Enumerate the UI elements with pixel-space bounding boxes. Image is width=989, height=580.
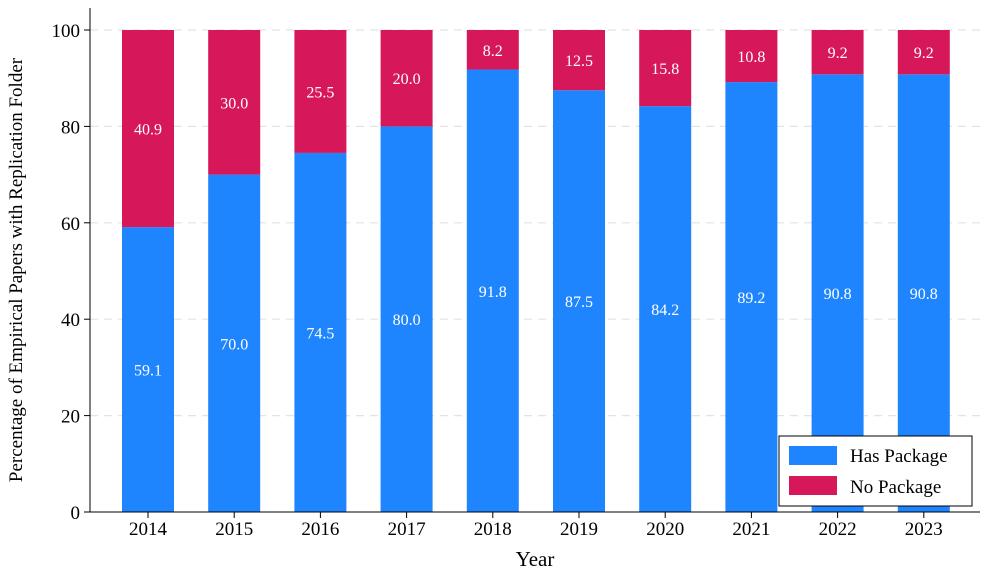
bar-value-label: 15.8 <box>651 61 679 78</box>
y-tick-label: 20 <box>61 407 80 428</box>
bar-no-package-2022 <box>811 30 864 75</box>
bar-value-labels: 59.1 40.9 70.0 30.0 74.5 25.5 80.0 20.0 91.8 8.2 8… <box>134 43 938 380</box>
bar-has-package-2018 <box>466 69 519 513</box>
bar-no-package-2023 <box>897 30 950 75</box>
bar-has-package-2015 <box>208 174 261 512</box>
y-tick-label: 60 <box>61 214 80 235</box>
bar-no-package-2014 <box>122 30 174 228</box>
bar-value-label: 9.2 <box>914 45 934 62</box>
x-tick-label: 2021 <box>732 519 770 540</box>
bar-value-label: 84.2 <box>651 302 679 319</box>
x-tick-label: 2014 <box>129 519 168 540</box>
x-tick-label: 2022 <box>819 519 857 540</box>
x-tick-label: 2020 <box>646 519 684 540</box>
bar-no-package-2015 <box>208 30 261 175</box>
bar-value-label: 74.5 <box>306 325 334 342</box>
bar-value-label: 89.2 <box>737 290 765 307</box>
legend: Has Package No Package <box>778 435 973 507</box>
bars <box>122 30 950 513</box>
bar-value-label: 30.0 <box>220 95 248 112</box>
x-tick-label: 2017 <box>388 519 426 540</box>
bar-value-label: 91.8 <box>479 284 507 301</box>
bar-has-package-2019 <box>553 90 605 512</box>
x-axis-label: Year <box>516 547 555 571</box>
bar-value-label: 8.2 <box>483 43 503 60</box>
bar-no-package-2020 <box>639 30 692 107</box>
legend-label-has-package: Has Package <box>850 446 948 467</box>
bar-value-label: 25.5 <box>306 84 334 101</box>
bar-no-package-2017 <box>380 30 433 127</box>
x-tick-label: 2019 <box>560 519 598 540</box>
bar-has-package-2020 <box>639 106 692 512</box>
x-tick-label: 2016 <box>301 519 339 540</box>
bar-no-package-2019 <box>553 30 605 91</box>
y-ticks: 0 20 40 60 80 100 <box>52 21 90 524</box>
x-ticks: 2014 2015 2016 2017 2018 2019 2020 2021 2022 2023 <box>129 512 943 540</box>
bar-value-label: 9.2 <box>828 45 848 62</box>
bar-value-label: 90.8 <box>824 286 852 303</box>
bar-value-label: 87.5 <box>565 294 593 311</box>
legend-swatch-no-package <box>789 476 837 495</box>
bar-value-label: 80.0 <box>393 312 421 329</box>
y-tick-label: 100 <box>52 21 81 42</box>
bar-has-package-2014 <box>122 227 174 512</box>
bar-no-package-2018 <box>466 30 519 70</box>
bar-no-package-2021 <box>725 30 778 83</box>
y-tick-label: 80 <box>61 117 80 138</box>
y-tick-label: 0 <box>71 503 81 524</box>
x-tick-label: 2018 <box>474 519 512 540</box>
bar-has-package-2017 <box>380 126 433 513</box>
legend-label-no-package: No Package <box>850 477 941 498</box>
bar-value-label: 90.8 <box>910 286 938 303</box>
axes <box>89 8 980 513</box>
y-tick-label: 40 <box>61 310 80 331</box>
bar-value-label: 59.1 <box>134 363 162 380</box>
bar-value-label: 20.0 <box>393 71 421 88</box>
bar-has-package-2021 <box>725 82 778 512</box>
y-axis-label: Percentage of Empirical Papers with Repl… <box>6 57 27 482</box>
x-tick-label: 2015 <box>215 519 253 540</box>
bar-value-label: 12.5 <box>565 53 593 70</box>
legend-swatch-has-package <box>789 446 837 465</box>
x-tick-label: 2023 <box>905 519 943 540</box>
bar-value-label: 40.9 <box>134 122 162 139</box>
bar-has-package-2016 <box>294 152 347 512</box>
bar-value-label: 10.8 <box>737 49 765 66</box>
bar-no-package-2016 <box>294 30 347 153</box>
bar-value-label: 70.0 <box>220 336 248 353</box>
